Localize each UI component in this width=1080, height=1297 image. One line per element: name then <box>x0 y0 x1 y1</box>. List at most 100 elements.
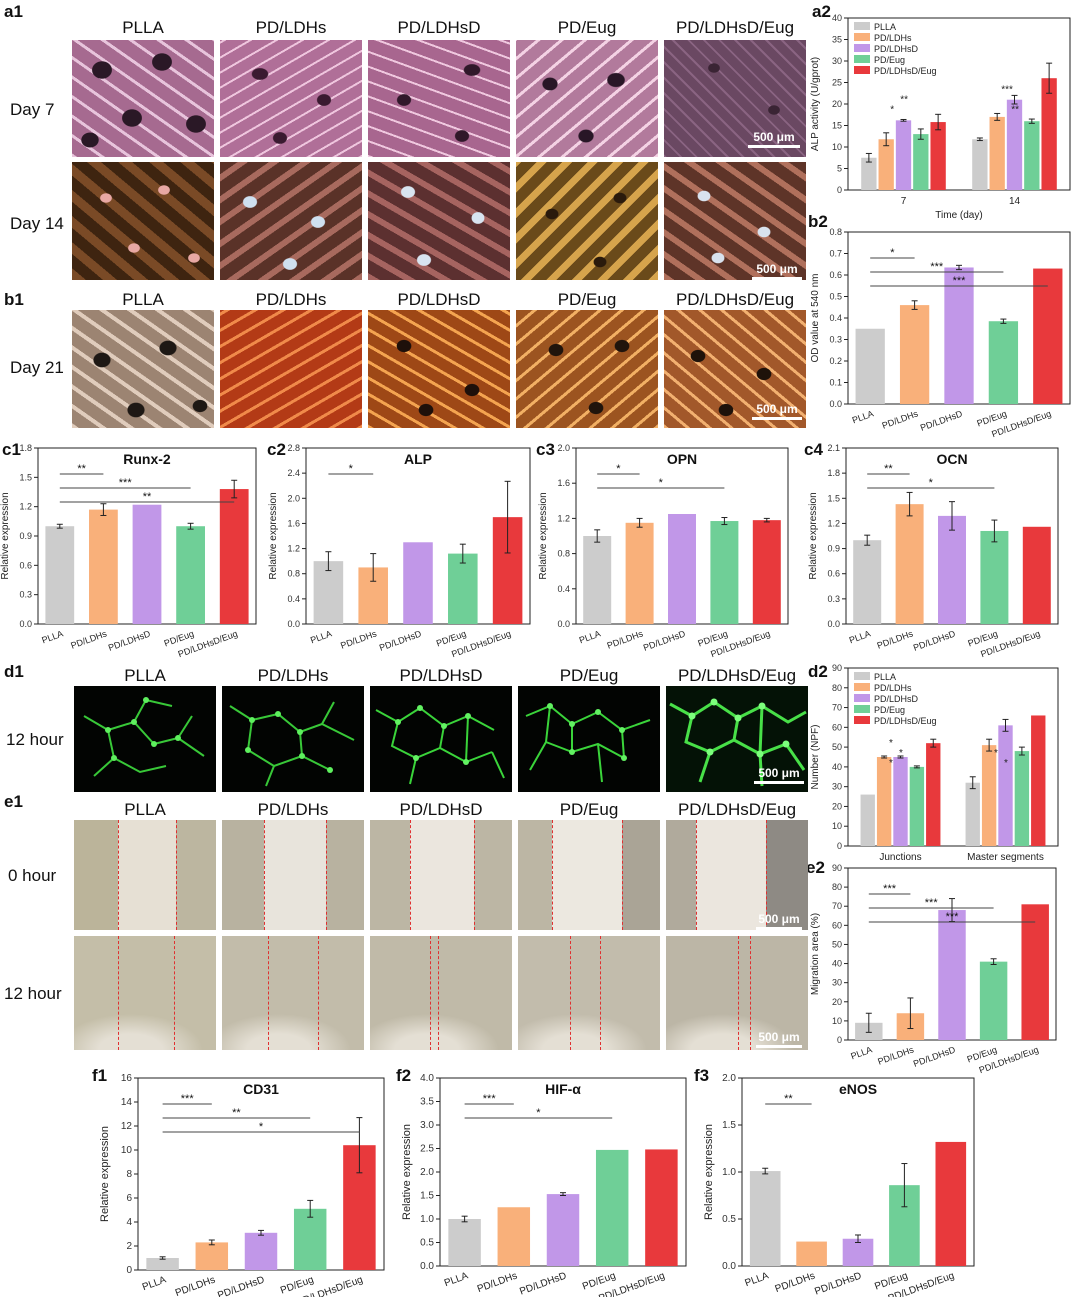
y-tick-label: 0.7 <box>829 249 842 259</box>
y-tick-label: 20 <box>832 801 842 811</box>
b1-micrograph-pd-ldhs-day21 <box>220 310 362 428</box>
e1-col-title-pd-ldhs: PD/LDHs <box>257 800 329 819</box>
x-tick-label: PLLA <box>851 408 875 425</box>
y-tick-label: 2.5 <box>420 1144 434 1155</box>
y-tick-label: 0.4 <box>829 313 842 323</box>
legend-swatch <box>854 694 870 702</box>
panel-label-c4: c4 <box>804 440 823 459</box>
y-tick-label: 0.1 <box>829 378 842 388</box>
legend-label: PD/LDHsD <box>874 44 919 54</box>
bar <box>710 521 739 624</box>
bar <box>965 782 980 846</box>
panel-label-d2: d2 <box>808 662 828 681</box>
e1-scratch-pd-ldhsd-0h <box>370 820 512 930</box>
b1-col-title-plla: PLLA <box>122 290 164 309</box>
y-tick-label: 30 <box>832 978 842 988</box>
chart-title: OCN <box>936 451 967 467</box>
chart-title: HIF-α <box>545 1081 581 1097</box>
y-axis-label: Number (NPF) <box>810 724 821 789</box>
y-tick-label: 0.0 <box>829 399 842 409</box>
y-tick-label: 2.0 <box>557 443 570 453</box>
y-tick-label: 1.0 <box>420 1214 434 1225</box>
significance-label: * <box>899 748 903 759</box>
y-tick-label: 6 <box>126 1193 132 1204</box>
legend-swatch <box>854 22 870 30</box>
y-tick-label: 0 <box>837 185 842 195</box>
y-tick-label: 40 <box>832 762 842 772</box>
y-tick-label: 1.2 <box>287 544 300 554</box>
y-tick-label: 30 <box>832 782 842 792</box>
chart-e2: 0 10 20 30 40 50 60 70 80 90 Migration area (%) PLL… <box>810 863 1057 1075</box>
legend-swatch <box>854 672 870 680</box>
bar <box>1024 121 1040 190</box>
y-tick-label: 1.8 <box>19 443 32 453</box>
chart-title: ALP <box>404 451 432 467</box>
a1-row-label-day7: Day 7 <box>10 100 55 119</box>
chart-title: CD31 <box>243 1081 279 1097</box>
y-tick-label: 15 <box>832 121 842 131</box>
bar <box>861 157 877 190</box>
d1-col-title-pd-eug: PD/Eug <box>559 666 619 685</box>
x-axis-label: Time (day) <box>935 210 982 221</box>
bar <box>176 526 205 624</box>
b1-micrograph-plla-day21 <box>72 310 214 428</box>
d1-col-title-pd-ldhsd-eug: PD/LDHsD/Eug <box>677 666 797 685</box>
y-tick-label: 1.2 <box>19 502 32 512</box>
x-tick-label: PD/LDHsD <box>912 628 957 653</box>
y-tick-label: 90 <box>832 663 842 673</box>
a1-scale-bar-day14: 500 μm <box>752 262 802 280</box>
significance-label: ** <box>143 491 152 503</box>
significance-label: *** <box>925 897 939 909</box>
bar <box>876 757 892 846</box>
legend-label: PD/LDHs <box>874 33 912 43</box>
a1-col-title-pd-ldhsd-eug: PD/LDHsD/Eug <box>675 18 795 37</box>
e1-scale-bar-12h: 500 μm <box>756 1030 802 1048</box>
legend-swatch <box>854 33 870 41</box>
d1-fluorescence-pd-ldhsd-eug <box>666 686 808 792</box>
b1-col-title-pd-ldhsd-eug: PD/LDHsD/Eug <box>675 290 795 309</box>
significance-label: *** <box>1001 85 1013 96</box>
x-tick-label: PD/LDHs <box>476 1270 519 1295</box>
y-axis-label: Relative expression <box>0 492 11 579</box>
e1-scale-bar-0h: 500 μm <box>756 912 802 930</box>
y-tick-label: 0.8 <box>287 569 300 579</box>
panel-label-e1: e1 <box>4 792 23 811</box>
chart-title: eNOS <box>839 1081 877 1097</box>
bar <box>796 1241 827 1266</box>
y-tick-label: 1.6 <box>557 478 570 488</box>
y-tick-label: 0.0 <box>557 619 570 629</box>
bar <box>935 1141 967 1266</box>
b1-micrograph-pd-eug-day21 <box>516 310 658 428</box>
chart-c1: 0.0 0.3 0.6 0.9 1.2 1.5 1.8 Relative expression… <box>0 443 257 659</box>
y-tick-label: 50 <box>832 939 842 949</box>
significance-label: * <box>994 748 998 759</box>
significance-label: * <box>889 738 893 749</box>
bar <box>497 1207 531 1266</box>
x-tick-label: PLLA <box>309 628 333 645</box>
e1-scratch-pd-ldhsd-eug-12h <box>666 936 808 1050</box>
y-tick-label: 8 <box>126 1169 132 1180</box>
y-tick-label: 35 <box>832 35 842 45</box>
y-tick-label: 60 <box>832 920 842 930</box>
bar <box>146 1258 179 1270</box>
bar <box>1031 715 1046 846</box>
bar <box>938 910 966 1040</box>
y-tick-label: 0 <box>837 841 842 851</box>
significance-label: * <box>889 758 893 769</box>
y-tick-label: 5 <box>837 164 842 174</box>
bar <box>909 766 925 846</box>
a1-micrograph-pd-ldhs-day14 <box>220 162 362 280</box>
significance-label: *** <box>883 883 897 895</box>
a1-col-title-pd-ldhs: PD/LDHs <box>255 18 327 37</box>
y-axis-label: Relative expression <box>808 492 819 579</box>
panel-label-a2: a2 <box>812 2 831 21</box>
bar <box>1033 268 1063 404</box>
y-tick-label: 1.5 <box>420 1191 434 1202</box>
bar <box>583 536 612 624</box>
bar <box>244 1232 278 1270</box>
significance-label: *** <box>946 911 960 923</box>
y-tick-label: 0.4 <box>557 584 570 594</box>
bar <box>860 794 875 846</box>
x-tick-label: PD/LDHsD <box>912 1044 957 1069</box>
